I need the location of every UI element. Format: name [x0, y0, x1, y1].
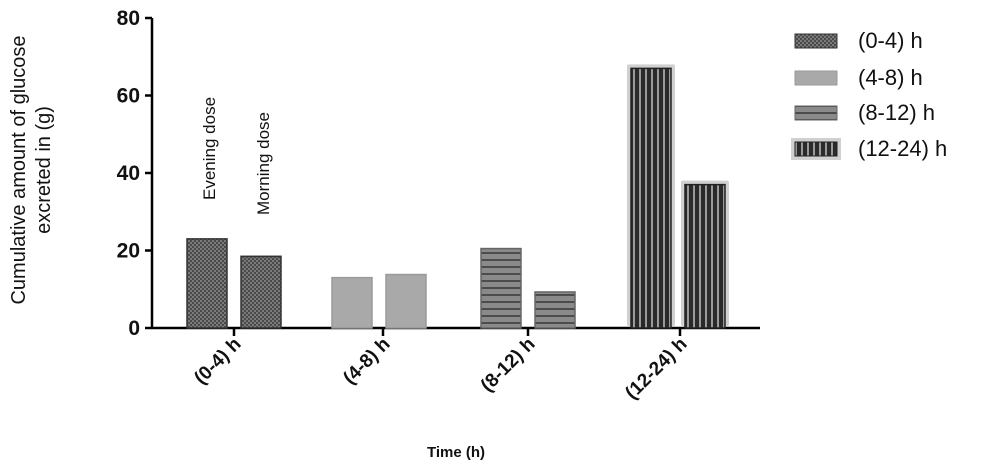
- y-tick-label: 80: [117, 7, 140, 30]
- legend-item: (0-4) h: [794, 28, 923, 53]
- x-axis-title: Time (h): [427, 444, 485, 461]
- y-tick-label: 0: [128, 317, 140, 340]
- bars: [186, 64, 729, 329]
- legend-label: (12-24) h: [858, 136, 947, 161]
- legend-item: (4-8) h: [794, 65, 923, 90]
- legend-label: (4-8) h: [858, 65, 923, 90]
- legend-swatch: [794, 70, 838, 86]
- y-tick-label: 20: [117, 240, 140, 263]
- bar-morning-3: [684, 183, 726, 329]
- y-axis-title-line2: excreted in (g): [33, 106, 55, 234]
- bar-morning-2: [534, 291, 576, 329]
- bar-evening-0: [186, 238, 228, 329]
- legend-label: (0-4) h: [858, 28, 923, 53]
- annotation-morning-dose: Morning dose: [254, 112, 273, 215]
- legend-item: (12-24) h: [791, 136, 947, 161]
- x-tick-label: (0-4) h: [190, 334, 245, 389]
- legend-swatch: [794, 141, 838, 157]
- bar-evening-2: [480, 247, 522, 329]
- bar-morning-0: [240, 255, 282, 329]
- bar-morning-1: [385, 273, 427, 329]
- legend-swatch: [794, 105, 838, 121]
- bar-evening-3: [630, 67, 672, 329]
- legend-swatch: [794, 33, 838, 49]
- legend-label: (8-12) h: [858, 100, 935, 125]
- x-tick-label: (12-24) h: [621, 334, 691, 404]
- annotation-evening-dose: Evening dose: [200, 97, 219, 200]
- legend: (0-4) h (4-8) h (8-12) h (12-24) h: [791, 28, 947, 161]
- bar-evening-1: [331, 276, 373, 329]
- legend-item: (8-12) h: [794, 100, 935, 125]
- category-labels: (0-4) h (4-8) h (8-12) h (12-24) h: [190, 328, 692, 404]
- y-tick-label: 60: [117, 85, 140, 108]
- x-tick-label: (4-8) h: [339, 334, 394, 389]
- y-axis-title-line1: Cumulative amount of glucose: [8, 35, 30, 304]
- y-tick-label: 40: [117, 162, 140, 185]
- x-tick-label: (8-12) h: [477, 334, 540, 397]
- y-ticks: 0 20 40 60 80: [117, 7, 152, 340]
